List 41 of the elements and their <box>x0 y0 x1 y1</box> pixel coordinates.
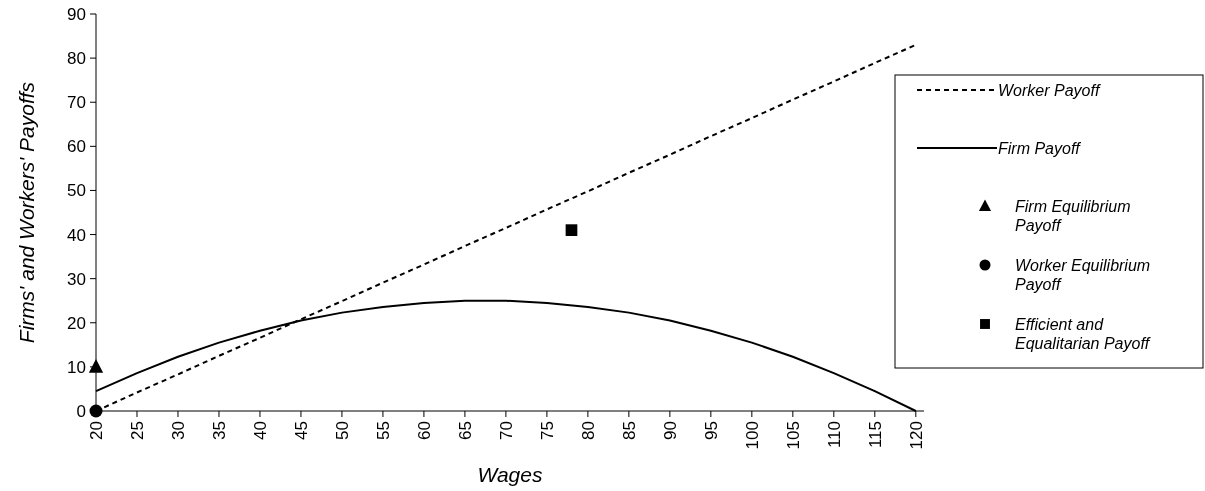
y-tick-label: 60 <box>67 137 86 157</box>
x-tick-label: 35 <box>209 421 229 440</box>
y-tick-label: 20 <box>67 313 86 333</box>
x-tick-label: 100 <box>742 421 762 450</box>
legend-label: Efficient and Equalitarian Payoff <box>1015 315 1151 352</box>
x-tick-label: 40 <box>250 421 270 440</box>
y-tick-label: 70 <box>67 93 86 113</box>
x-tick-label: 85 <box>619 421 639 440</box>
x-tick-label: 50 <box>332 421 352 440</box>
x-tick-label: 70 <box>496 421 516 440</box>
y-tick-label: 50 <box>67 181 86 201</box>
x-tick-label: 120 <box>906 421 926 450</box>
x-tick-label: 110 <box>824 421 844 449</box>
x-tick-label: 80 <box>578 421 598 440</box>
x-tick-label: 20 <box>86 421 106 440</box>
y-tick-label: 90 <box>67 4 86 24</box>
point <box>565 224 578 236</box>
legend-label: Firm Equilibrium Payoff <box>1015 197 1131 234</box>
x-tick-label: 105 <box>783 421 803 450</box>
y-axis-title: Firms' and Workers' Payoffs <box>15 81 38 344</box>
x-tick-label: 95 <box>701 421 721 440</box>
legend-label: Worker Payoff <box>998 81 1101 99</box>
x-tick-label: 75 <box>537 421 557 440</box>
point <box>89 404 103 418</box>
x-tick-label: 90 <box>660 421 680 440</box>
y-tick-label: 40 <box>67 225 86 245</box>
y-tick-label: 0 <box>76 401 86 421</box>
x-tick-label: 30 <box>168 421 188 440</box>
x-tick-label: 45 <box>291 421 311 440</box>
point <box>88 359 104 373</box>
x-tick-label: 25 <box>127 421 147 440</box>
x-axis-title: Wages <box>477 463 543 486</box>
x-tick-label: 115 <box>865 421 885 449</box>
y-tick-label: 80 <box>67 49 86 69</box>
x-tick-label: 60 <box>414 421 434 440</box>
legend-label: Worker Equilibrium Payoff <box>1015 256 1151 293</box>
legend-label: Firm Payoff <box>998 139 1082 157</box>
x-tick-label: 55 <box>373 421 393 440</box>
y-tick-label: 10 <box>67 357 86 377</box>
y-tick-label: 30 <box>67 269 86 289</box>
x-tick-label: 65 <box>455 421 475 440</box>
